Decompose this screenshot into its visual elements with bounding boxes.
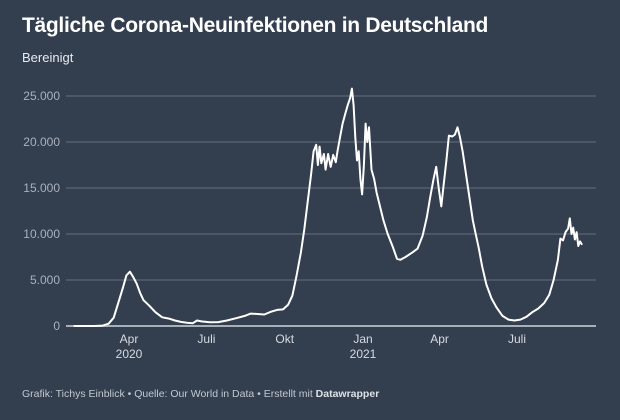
series-lines bbox=[73, 87, 583, 327]
x-tick-label: Juli bbox=[197, 332, 215, 346]
y-tick-label: 20.000 bbox=[23, 135, 60, 149]
x-tick-label: Apr bbox=[430, 332, 449, 346]
x-tick-label: Jan bbox=[353, 332, 372, 346]
x-tick-year-label: 2021 bbox=[350, 347, 377, 361]
footer-source-text: Grafik: Tichys Einblick • Quelle: Our Wo… bbox=[22, 388, 316, 400]
chart-subtitle: Bereinigt bbox=[22, 50, 74, 65]
y-tick-label: 0 bbox=[53, 319, 60, 333]
x-tick-label: Apr bbox=[120, 332, 139, 346]
y-tick-label: 25.000 bbox=[23, 89, 60, 103]
chart-title: Tägliche Corona-Neuinfektionen in Deutsc… bbox=[22, 14, 489, 37]
y-tick-label: 5.000 bbox=[30, 273, 60, 287]
x-tick-year-label: 2020 bbox=[116, 347, 143, 361]
y-axis-labels: 0 5.000 10.000 15.000 20.000 25.000 bbox=[23, 89, 60, 333]
footer-brand-link[interactable]: Datawrapper bbox=[315, 388, 380, 400]
x-tick-label: Juli bbox=[508, 332, 526, 346]
gridlines bbox=[66, 95, 596, 327]
x-tick-label: Okt bbox=[275, 332, 294, 346]
y-tick-label: 15.000 bbox=[23, 181, 60, 195]
series-line bbox=[73, 87, 583, 327]
y-tick-label: 10.000 bbox=[23, 227, 60, 241]
chart-footer: Grafik: Tichys Einblick • Quelle: Our Wo… bbox=[22, 388, 379, 400]
